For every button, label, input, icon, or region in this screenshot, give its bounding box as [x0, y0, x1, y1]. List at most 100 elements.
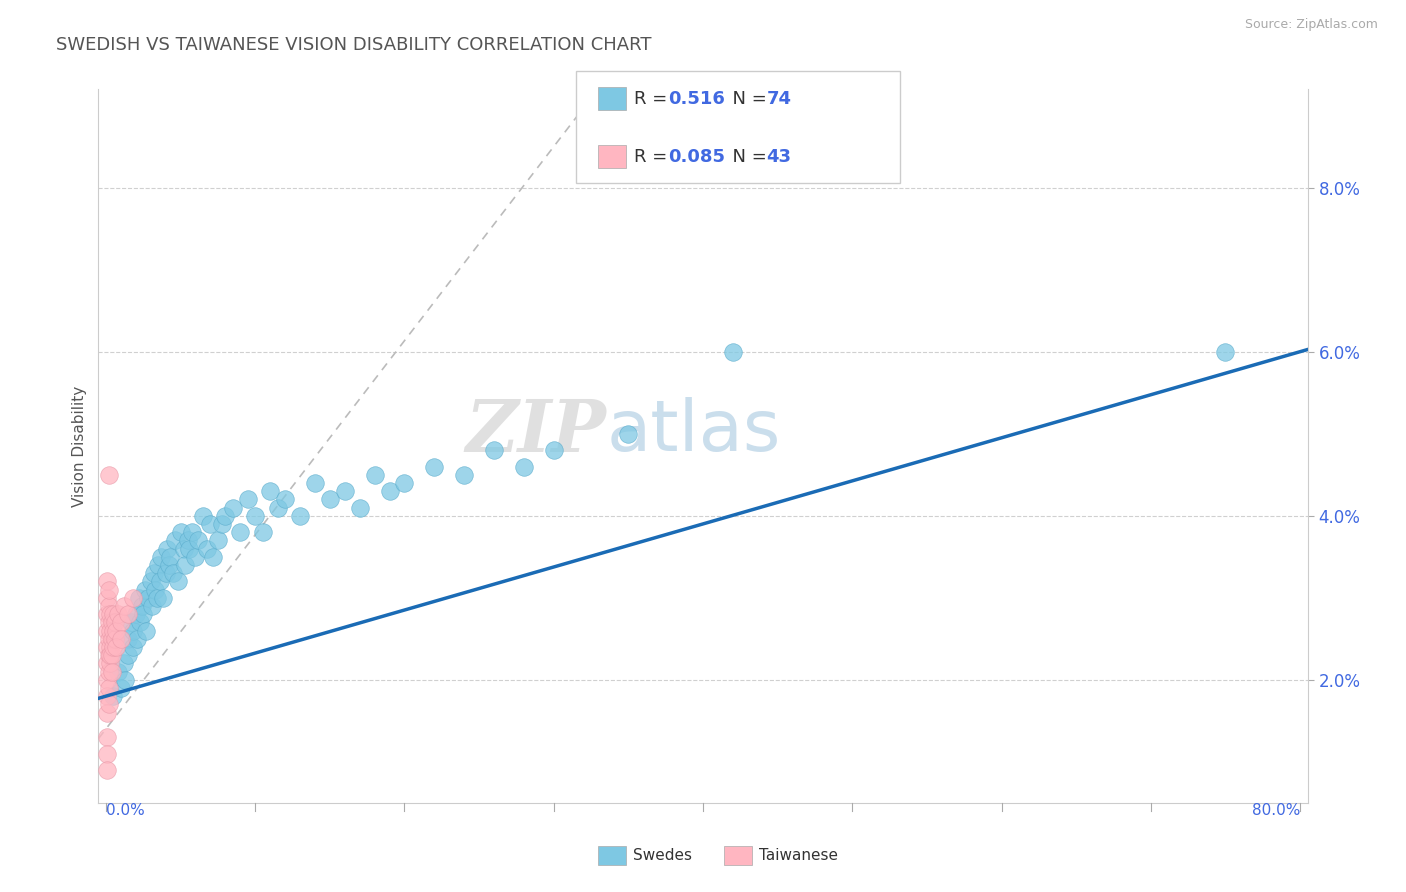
- Point: [157, 558, 180, 572]
- Y-axis label: Vision Disability: Vision Disability: [72, 385, 87, 507]
- Point: [274, 492, 297, 507]
- Text: Source: ZipAtlas.com: Source: ZipAtlas.com: [1244, 18, 1378, 31]
- Point: [423, 459, 446, 474]
- Point: [141, 599, 163, 613]
- Point: [98, 624, 121, 638]
- Point: [97, 632, 120, 646]
- Point: [96, 640, 118, 654]
- Point: [96, 689, 118, 703]
- Text: 0.085: 0.085: [668, 147, 725, 166]
- Point: [135, 624, 157, 638]
- Point: [142, 566, 165, 581]
- Point: [378, 484, 401, 499]
- Point: [513, 459, 536, 474]
- Point: [97, 467, 120, 482]
- Point: [96, 574, 118, 589]
- Point: [103, 624, 125, 638]
- Text: 80.0%: 80.0%: [1251, 803, 1301, 818]
- Point: [96, 591, 118, 605]
- Point: [214, 508, 236, 523]
- Point: [149, 574, 172, 589]
- Point: [543, 443, 565, 458]
- Point: [96, 730, 118, 744]
- Text: atlas: atlas: [606, 397, 780, 467]
- Point: [112, 657, 135, 671]
- Point: [152, 591, 174, 605]
- Point: [104, 632, 127, 646]
- Point: [1215, 344, 1237, 359]
- Point: [97, 648, 120, 662]
- Point: [143, 582, 166, 597]
- Point: [121, 591, 143, 605]
- Point: [117, 607, 139, 622]
- Point: [125, 607, 148, 622]
- Point: [101, 665, 124, 679]
- Text: R =: R =: [634, 89, 673, 108]
- Point: [166, 574, 188, 589]
- Point: [169, 525, 191, 540]
- Point: [104, 615, 127, 630]
- Point: [98, 607, 121, 622]
- Point: [129, 615, 152, 630]
- Point: [120, 615, 142, 630]
- Point: [146, 558, 169, 572]
- Point: [114, 673, 136, 687]
- Point: [333, 484, 356, 499]
- Point: [131, 599, 153, 613]
- Text: Swedes: Swedes: [633, 848, 692, 863]
- Point: [229, 525, 252, 540]
- Point: [207, 533, 229, 548]
- Point: [181, 525, 204, 540]
- Text: 0.516: 0.516: [668, 89, 724, 108]
- Point: [211, 516, 233, 531]
- Point: [101, 648, 124, 662]
- Point: [319, 492, 342, 507]
- Point: [266, 500, 288, 515]
- Point: [349, 500, 371, 515]
- Point: [103, 640, 125, 654]
- Point: [155, 566, 177, 581]
- Point: [101, 615, 124, 630]
- Point: [117, 648, 139, 662]
- Point: [174, 558, 197, 572]
- Text: 74: 74: [766, 89, 792, 108]
- Point: [97, 615, 120, 630]
- Point: [162, 566, 184, 581]
- Point: [236, 492, 259, 507]
- Point: [304, 475, 326, 490]
- Point: [97, 599, 120, 613]
- Point: [243, 508, 266, 523]
- Point: [721, 344, 744, 359]
- Point: [159, 549, 181, 564]
- Point: [222, 500, 245, 515]
- Text: ZIP: ZIP: [465, 396, 606, 467]
- Point: [184, 549, 207, 564]
- Point: [110, 681, 132, 695]
- Point: [191, 508, 214, 523]
- Point: [105, 624, 128, 638]
- Point: [453, 467, 475, 482]
- Point: [127, 632, 149, 646]
- Point: [117, 632, 139, 646]
- Text: N =: N =: [721, 89, 773, 108]
- Point: [98, 640, 121, 654]
- Point: [197, 541, 219, 556]
- Point: [96, 673, 118, 687]
- Point: [96, 607, 118, 622]
- Point: [101, 632, 124, 646]
- Point: [110, 632, 132, 646]
- Point: [96, 763, 118, 777]
- Point: [202, 549, 225, 564]
- Text: R =: R =: [634, 147, 673, 166]
- Point: [97, 582, 120, 597]
- Point: [96, 706, 118, 720]
- Point: [139, 574, 162, 589]
- Point: [394, 475, 416, 490]
- Point: [259, 484, 281, 499]
- Point: [97, 698, 120, 712]
- Point: [96, 747, 118, 761]
- Point: [136, 591, 159, 605]
- Text: Taiwanese: Taiwanese: [759, 848, 838, 863]
- Point: [252, 525, 274, 540]
- Point: [107, 607, 129, 622]
